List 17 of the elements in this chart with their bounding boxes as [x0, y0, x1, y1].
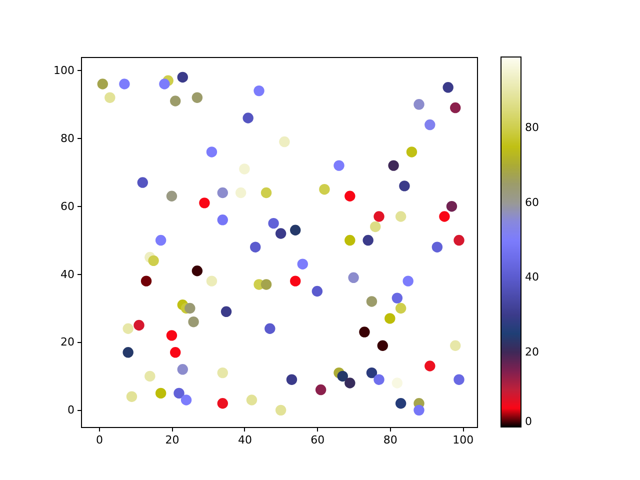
x-tick-label: 20 [165, 434, 180, 446]
color-bar-label: 20 [525, 345, 539, 358]
color-bar-label: 60 [525, 196, 539, 209]
x-tick-label: 100 [452, 434, 474, 446]
x-tick-label: 80 [383, 434, 398, 446]
color-bar-label: 0 [525, 415, 532, 428]
y-tick-label: 100 [54, 64, 74, 77]
x-tick-label: 0 [96, 434, 103, 446]
y-tick-label: 0 [68, 404, 74, 417]
x-tick-label: 40 [238, 434, 252, 446]
color-bar-label: 40 [525, 270, 539, 284]
y-tick-label: 80 [60, 132, 74, 145]
color-bar-label: 80 [525, 121, 539, 134]
y-tick-label: 40 [60, 268, 74, 281]
y-tick-label: 20 [60, 336, 74, 349]
y-tick-label: 60 [60, 200, 74, 213]
x-tick-label: 60 [310, 434, 325, 446]
